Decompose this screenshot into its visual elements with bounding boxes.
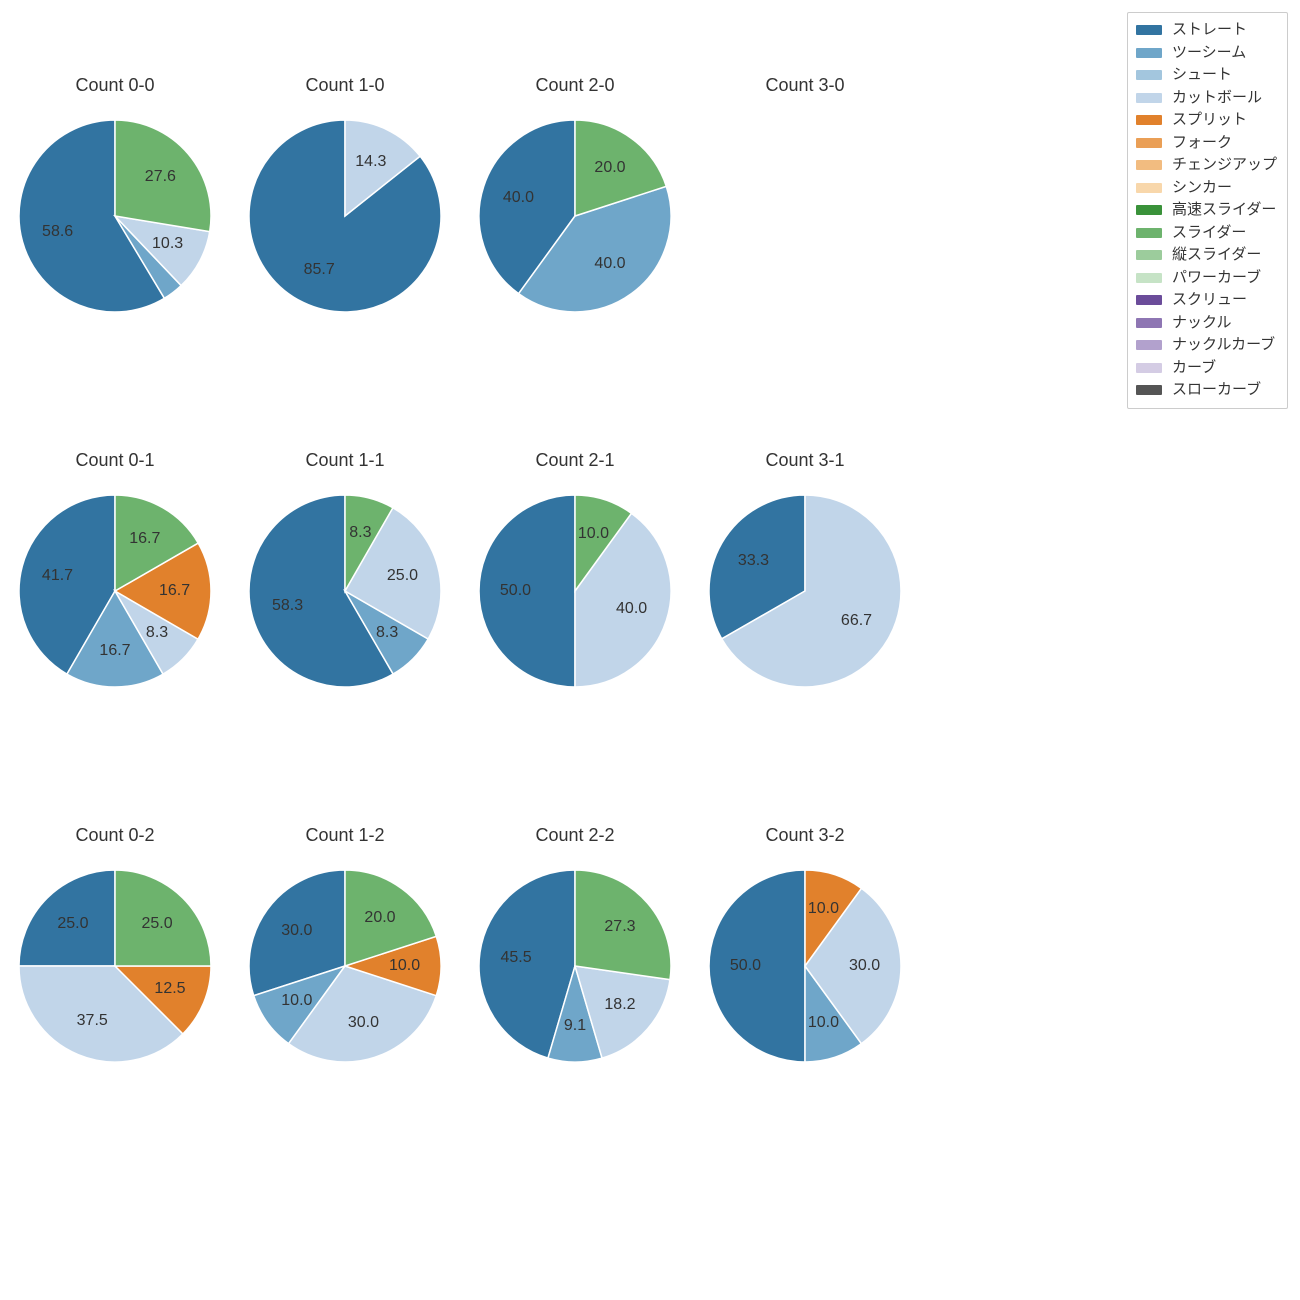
legend-item: チェンジアップ	[1136, 154, 1277, 177]
legend-label: スクリュー	[1172, 289, 1247, 312]
legend-label: スライダー	[1172, 222, 1246, 245]
pie-title: Count 2-0	[465, 75, 685, 96]
pie-title: Count 1-2	[235, 825, 455, 846]
pie-title: Count 2-2	[465, 825, 685, 846]
pie-count-2-1: Count 2-150.040.010.0	[465, 450, 685, 701]
pie-count-3-1: Count 3-133.366.7	[695, 450, 915, 701]
pie-slice	[709, 870, 805, 1062]
legend-item: スライダー	[1136, 222, 1277, 245]
pie-count-1-2: Count 1-230.010.030.010.020.0	[235, 825, 455, 1076]
pie-count-3-2: Count 3-250.010.030.010.0	[695, 825, 915, 1076]
legend-swatch	[1136, 318, 1162, 328]
legend-item: ストレート	[1136, 19, 1277, 42]
legend-swatch	[1136, 363, 1162, 373]
legend-item: パワーカーブ	[1136, 267, 1277, 290]
pie-svg	[465, 106, 685, 326]
legend-swatch	[1136, 205, 1162, 215]
legend: ストレートツーシームシュートカットボールスプリットフォークチェンジアップシンカー…	[1127, 12, 1288, 409]
legend-item: カーブ	[1136, 357, 1277, 380]
pie-title: Count 3-2	[695, 825, 915, 846]
legend-swatch	[1136, 340, 1162, 350]
legend-item: シュート	[1136, 64, 1277, 87]
legend-item: ナックル	[1136, 312, 1277, 335]
pie-slice	[575, 870, 671, 980]
legend-label: フォーク	[1172, 132, 1232, 155]
legend-label: カットボール	[1172, 87, 1262, 110]
legend-swatch	[1136, 250, 1162, 260]
pie-count-2-2: Count 2-245.59.118.227.3	[465, 825, 685, 1076]
legend-item: 縦スライダー	[1136, 244, 1277, 267]
legend-swatch	[1136, 115, 1162, 125]
pie-svg	[465, 481, 685, 701]
pie-count-0-1: Count 0-141.716.78.316.716.7	[5, 450, 225, 701]
legend-item: ナックルカーブ	[1136, 334, 1277, 357]
legend-label: 縦スライダー	[1172, 244, 1261, 267]
pie-count-3-0: Count 3-0	[695, 75, 915, 326]
legend-label: チェンジアップ	[1172, 154, 1277, 177]
legend-label: ナックルカーブ	[1172, 334, 1275, 357]
pie-slice	[115, 120, 211, 232]
legend-swatch	[1136, 385, 1162, 395]
pie-count-0-0: Count 0-058.610.327.6	[5, 75, 225, 326]
legend-label: ストレート	[1172, 19, 1247, 42]
legend-label: カーブ	[1172, 357, 1216, 380]
legend-item: スクリュー	[1136, 289, 1277, 312]
legend-item: カットボール	[1136, 87, 1277, 110]
pie-svg	[5, 856, 225, 1076]
pie-svg	[235, 856, 455, 1076]
pie-svg	[235, 481, 455, 701]
pie-svg	[235, 106, 455, 326]
legend-item: ツーシーム	[1136, 42, 1277, 65]
legend-item: スプリット	[1136, 109, 1277, 132]
pie-svg	[5, 106, 225, 326]
pie-slice	[115, 870, 211, 966]
pie-count-1-1: Count 1-158.38.325.08.3	[235, 450, 455, 701]
pie-title: Count 3-0	[695, 75, 915, 96]
pie-slice	[19, 870, 115, 966]
legend-label: ツーシーム	[1172, 42, 1246, 65]
legend-label: スローカーブ	[1172, 379, 1261, 402]
pie-count-0-2: Count 0-225.037.512.525.0	[5, 825, 225, 1076]
pie-title: Count 0-0	[5, 75, 225, 96]
legend-swatch	[1136, 183, 1162, 193]
legend-item: 高速スライダー	[1136, 199, 1277, 222]
pie-svg	[465, 856, 685, 1076]
legend-label: シュート	[1172, 64, 1232, 87]
pie-count-2-0: Count 2-040.040.020.0	[465, 75, 685, 326]
pie-title: Count 0-1	[5, 450, 225, 471]
pie-svg	[695, 481, 915, 701]
pie-svg	[695, 856, 915, 1076]
legend-swatch	[1136, 228, 1162, 238]
legend-swatch	[1136, 160, 1162, 170]
legend-item: シンカー	[1136, 177, 1277, 200]
legend-swatch	[1136, 138, 1162, 148]
pie-title: Count 0-2	[5, 825, 225, 846]
pie-title: Count 1-0	[235, 75, 455, 96]
figure: Count 0-058.610.327.6Count 1-085.714.3Co…	[0, 0, 1300, 1300]
legend-swatch	[1136, 48, 1162, 58]
legend-label: スプリット	[1172, 109, 1247, 132]
pie-slice	[479, 495, 575, 687]
legend-swatch	[1136, 295, 1162, 305]
legend-label: ナックル	[1172, 312, 1232, 335]
legend-label: シンカー	[1172, 177, 1232, 200]
pie-svg	[695, 106, 915, 326]
legend-item: フォーク	[1136, 132, 1277, 155]
pie-count-1-0: Count 1-085.714.3	[235, 75, 455, 326]
legend-swatch	[1136, 70, 1162, 80]
pie-title: Count 2-1	[465, 450, 685, 471]
legend-swatch	[1136, 273, 1162, 283]
legend-item: スローカーブ	[1136, 379, 1277, 402]
legend-label: 高速スライダー	[1172, 199, 1276, 222]
legend-label: パワーカーブ	[1172, 267, 1261, 290]
legend-swatch	[1136, 25, 1162, 35]
pie-title: Count 1-1	[235, 450, 455, 471]
pie-svg	[5, 481, 225, 701]
legend-swatch	[1136, 93, 1162, 103]
pie-title: Count 3-1	[695, 450, 915, 471]
